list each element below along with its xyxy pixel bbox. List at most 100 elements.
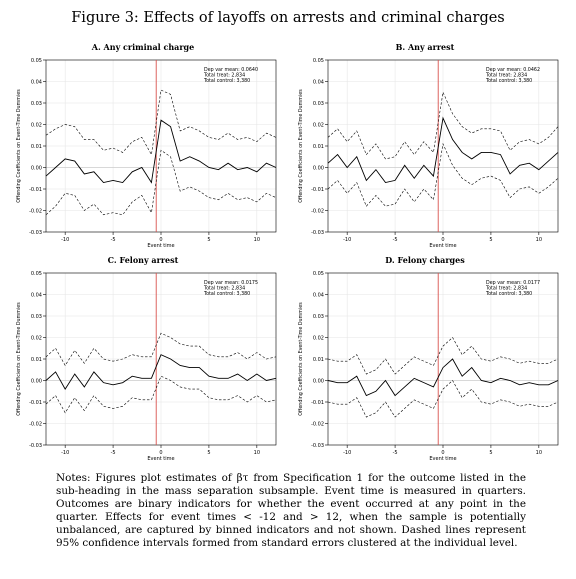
x-tick-label: 5 [489, 237, 492, 243]
series-upper_ci [327, 337, 559, 375]
y-tick-label: -0.01 [311, 400, 324, 406]
y-tick-label: 0.03 [313, 101, 324, 107]
x-tick-label: 0 [159, 450, 162, 456]
x-tick-label: -10 [343, 450, 351, 456]
y-tick-label: 0.03 [313, 314, 324, 320]
y-tick-label: -0.02 [29, 421, 42, 427]
panel-felony-charges: -0.03 -0.02 -0.01 0.00 0.01 0.02 0.03 0.04 0.05 -… [290, 255, 560, 477]
panel-any-criminal-charge: -0.03 -0.02 -0.01 0.00 0.01 0.02 0.03 0.04 0.05 -… [8, 42, 278, 264]
y-tick-label: -0.03 [29, 230, 42, 236]
panel-title: A. Any criminal charge [91, 42, 195, 52]
x-tick-label: -10 [61, 450, 69, 456]
x-tick-label: -5 [111, 237, 116, 243]
series-upper_ci [327, 91, 559, 160]
y-tick-label: 0.00 [31, 165, 42, 171]
y-tick-label: 0.00 [31, 378, 42, 384]
y-tick-label: 0.01 [313, 144, 324, 150]
figure-notes: Notes: Figures plot estimates of βτ from… [56, 472, 526, 549]
x-tick-label: 10 [254, 450, 260, 456]
y-tick-label: -0.03 [311, 230, 324, 236]
stats-text: Dep var mean: 0.0175 [204, 280, 258, 286]
x-tick-label: -5 [111, 450, 116, 456]
y-tick-label: 0.02 [31, 335, 42, 341]
series-upper_ci [45, 332, 277, 367]
panel-any-arrest: -0.03 -0.02 -0.01 0.00 0.01 0.02 0.03 0.04 0.05 -… [290, 42, 560, 264]
stats-text: Total treat: 2,834 [485, 73, 527, 79]
y-tick-label: 0.02 [313, 122, 324, 128]
x-axis-label: Event time [429, 456, 456, 462]
chart-svg: -0.03 -0.02 -0.01 0.00 0.01 0.02 0.03 0.04 0.05 -… [298, 58, 559, 249]
panel-title: C. Felony arrest [107, 255, 179, 265]
x-tick-label: 0 [159, 237, 162, 243]
y-axis-label: Offending Coefficients on Event-Time Dum… [298, 89, 304, 203]
chart-svg: -0.03 -0.02 -0.01 0.00 0.01 0.02 0.03 0.04 0.05 -… [16, 271, 277, 462]
y-tick-label: 0.02 [31, 122, 42, 128]
y-axis-label: Offending Coefficients on Event-Time Dum… [298, 302, 304, 416]
y-tick-label: 0.02 [313, 335, 324, 341]
series-estimate [327, 358, 559, 397]
y-tick-label: 0.04 [31, 79, 42, 85]
chart-svg: -0.03 -0.02 -0.01 0.00 0.01 0.02 0.03 0.04 0.05 -… [16, 58, 277, 249]
stats-text: Dep var mean: 0.0462 [486, 67, 540, 73]
y-tick-label: 0.03 [31, 314, 42, 320]
y-tick-label: -0.02 [311, 421, 324, 427]
y-tick-label: -0.02 [29, 208, 42, 214]
stats-text: Total control: 3,380 [203, 78, 250, 84]
stats-text: Total treat: 2,834 [485, 286, 527, 292]
y-tick-label: 0.00 [313, 165, 324, 171]
y-tick-label: 0.01 [313, 357, 324, 363]
x-tick-label: 0 [441, 450, 444, 456]
y-tick-label: 0.04 [313, 292, 324, 298]
plot-frame [327, 59, 559, 233]
y-tick-label: -0.03 [29, 443, 42, 449]
plot-frame [45, 59, 277, 233]
y-tick-label: 0.05 [313, 58, 324, 64]
panel-title: B. Any arrest [395, 42, 455, 52]
y-tick-label: 0.01 [31, 144, 42, 150]
y-tick-label: 0.01 [31, 357, 42, 363]
x-tick-label: 10 [254, 237, 260, 243]
y-tick-label: 0.05 [313, 271, 324, 277]
stats-text: Total control: 3,380 [203, 291, 250, 297]
panel-felony-arrest: -0.03 -0.02 -0.01 0.00 0.01 0.02 0.03 0.04 0.05 -… [8, 255, 278, 477]
series-estimate [45, 354, 277, 390]
x-tick-label: -5 [393, 450, 398, 456]
x-tick-label: 5 [489, 450, 492, 456]
series-upper_ci [45, 89, 277, 156]
y-tick-label: 0.04 [31, 292, 42, 298]
y-axis-label: Offending Coefficients on Event-Time Dum… [16, 302, 22, 416]
figure-title: Figure 3: Effects of layoffs on arrests … [71, 10, 505, 26]
y-tick-label: 0.03 [31, 101, 42, 107]
x-tick-label: -5 [393, 237, 398, 243]
x-tick-label: 5 [207, 450, 210, 456]
x-tick-label: 0 [441, 237, 444, 243]
stats-text: Total control: 3,380 [485, 78, 532, 84]
y-tick-label: 0.05 [31, 271, 42, 277]
x-tick-label: 5 [207, 237, 210, 243]
x-axis-label: Event time [147, 243, 174, 249]
x-tick-label: 10 [536, 450, 542, 456]
y-tick-label: -0.03 [311, 443, 324, 449]
series-lower_ci [327, 380, 559, 418]
y-tick-label: 0.05 [31, 58, 42, 64]
series-lower_ci [327, 142, 559, 207]
series-estimate [45, 119, 277, 184]
stats-text: Dep var mean: 0.0640 [204, 67, 258, 73]
chart-svg: -0.03 -0.02 -0.01 0.00 0.01 0.02 0.03 0.04 0.05 -… [298, 271, 559, 462]
x-tick-label: -10 [343, 237, 351, 243]
stats-text: Dep var mean: 0.0177 [486, 280, 540, 286]
series-estimate [327, 116, 559, 184]
y-axis-label: Offending Coefficients on Event-Time Dum… [16, 89, 22, 203]
series-lower_ci [45, 149, 277, 216]
y-tick-label: 0.00 [313, 378, 324, 384]
y-tick-label: -0.01 [29, 187, 42, 193]
stats-text: Total treat: 2,834 [203, 286, 245, 292]
y-tick-label: -0.01 [311, 187, 324, 193]
y-tick-label: -0.02 [311, 208, 324, 214]
y-tick-label: 0.04 [313, 79, 324, 85]
x-tick-label: 10 [536, 237, 542, 243]
y-tick-label: -0.01 [29, 400, 42, 406]
x-axis-label: Event time [147, 456, 174, 462]
stats-text: Total control: 3,380 [485, 291, 532, 297]
plot-frame [45, 272, 277, 446]
